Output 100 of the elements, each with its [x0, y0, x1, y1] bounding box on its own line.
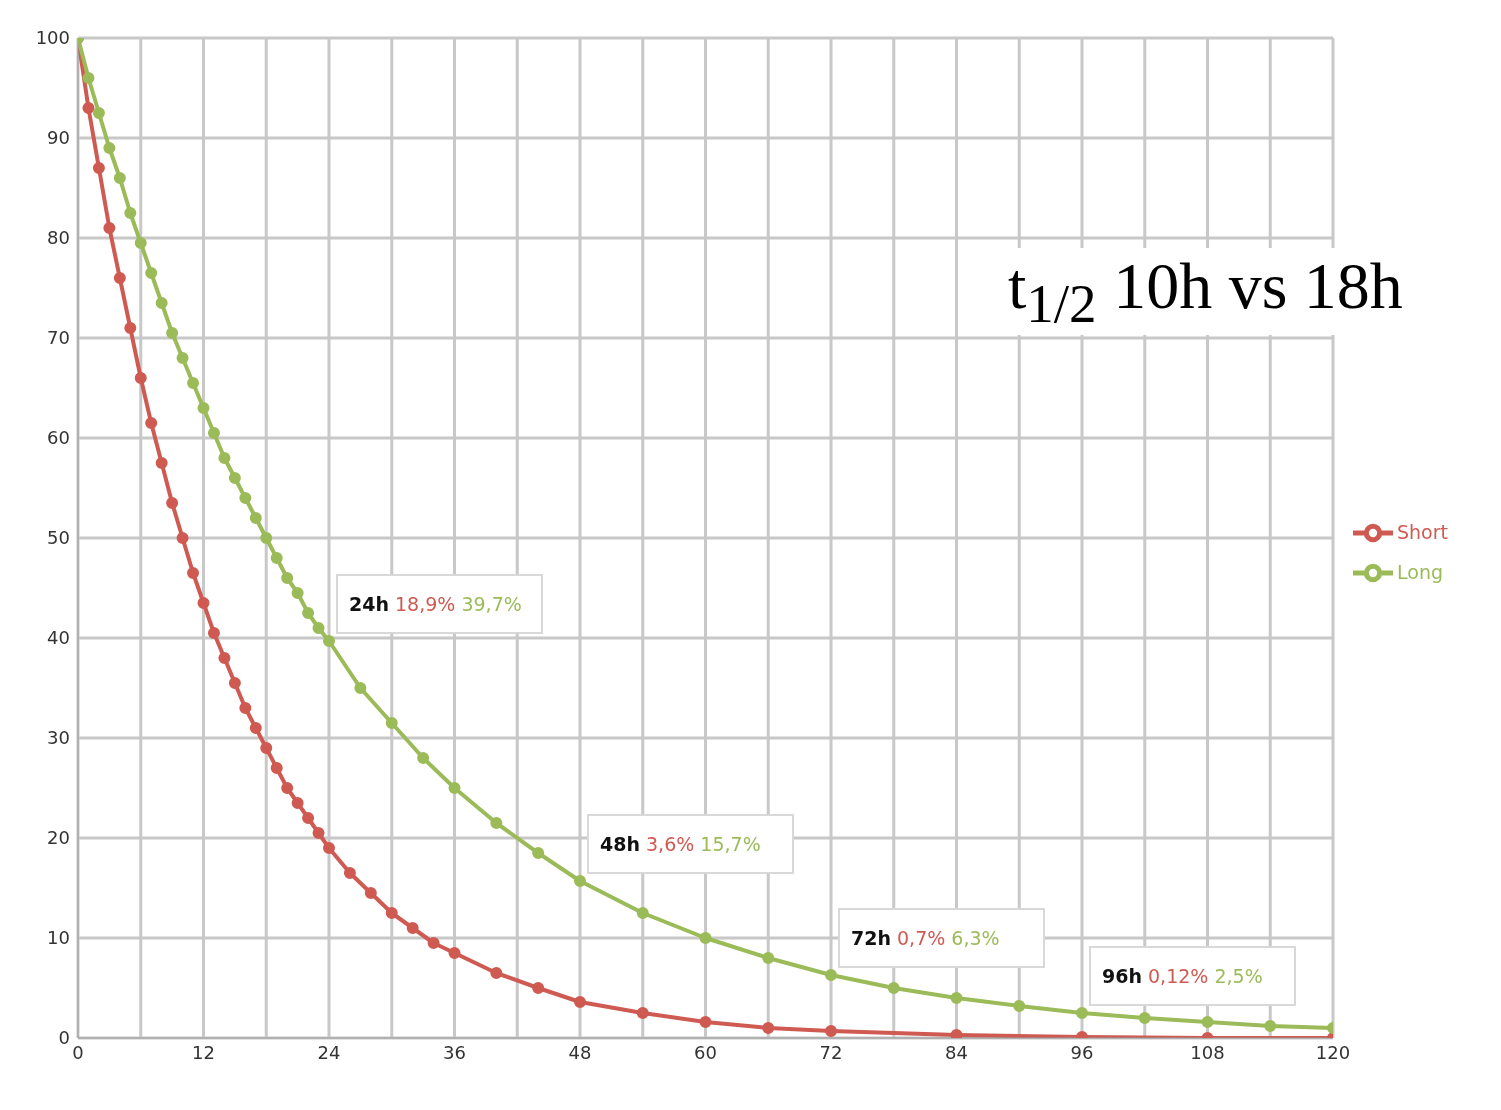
point	[406, 922, 419, 934]
text: t$_{1/2}$ 10h vs 18h	[1008, 248, 1403, 336]
point	[699, 1016, 712, 1028]
point	[887, 982, 900, 994]
y-tick-label: 90	[47, 127, 70, 149]
point	[762, 1022, 775, 1034]
point	[207, 427, 220, 439]
point	[155, 297, 168, 309]
point	[636, 1007, 649, 1019]
annotation: 72h 0,7% 6,3%	[851, 927, 1000, 949]
point	[155, 457, 168, 469]
point	[574, 875, 586, 887]
y-tick-label: 60	[47, 427, 70, 449]
point	[249, 722, 262, 734]
point	[1201, 1016, 1214, 1028]
point	[166, 497, 179, 509]
point	[92, 107, 105, 119]
point	[260, 742, 273, 754]
point	[249, 512, 262, 524]
point	[197, 402, 210, 414]
point	[532, 847, 545, 859]
point	[228, 677, 241, 689]
point	[1013, 1000, 1026, 1012]
point	[490, 967, 503, 979]
y-tick-label: 40	[47, 627, 70, 649]
point	[448, 782, 461, 794]
point	[218, 452, 231, 464]
point	[574, 996, 586, 1008]
point	[825, 969, 837, 981]
y-tick-label: 0	[58, 1027, 70, 1049]
x-tick-label: 0	[72, 1041, 84, 1063]
point	[207, 627, 220, 639]
y-tick-label: 50	[47, 527, 70, 549]
y-tick-label: 100	[35, 27, 70, 49]
point	[82, 72, 95, 84]
point	[124, 322, 137, 334]
point	[239, 702, 252, 714]
point	[427, 937, 440, 949]
point	[532, 982, 545, 994]
point	[124, 207, 137, 219]
point	[145, 267, 158, 279]
point	[134, 237, 147, 249]
point	[103, 142, 116, 154]
x-tick-label: 24	[317, 1041, 341, 1063]
point	[92, 162, 105, 174]
point	[281, 782, 294, 794]
y-tick-label: 10	[47, 927, 70, 949]
point	[260, 532, 273, 544]
point	[762, 952, 775, 964]
x-tick-label: 96	[1070, 1041, 1094, 1063]
point	[103, 222, 116, 234]
annotation: 96h 0,12% 2,5%	[1102, 965, 1263, 987]
x-tick-label: 108	[1190, 1041, 1225, 1063]
point	[218, 652, 231, 664]
point	[228, 472, 241, 484]
point	[1138, 1012, 1151, 1024]
point	[134, 372, 147, 384]
point	[343, 867, 356, 879]
x-tick-label: 12	[192, 1041, 215, 1063]
point	[302, 607, 315, 619]
x-tick-label: 120	[1315, 1041, 1351, 1063]
point	[1076, 1007, 1088, 1019]
y-tick-label: 20	[47, 827, 70, 849]
point	[312, 827, 325, 839]
point	[825, 1025, 837, 1037]
point	[323, 635, 335, 647]
point	[187, 567, 200, 579]
point	[385, 717, 398, 729]
point	[636, 907, 649, 919]
point	[364, 887, 377, 899]
point	[490, 817, 503, 829]
point	[291, 587, 304, 599]
point	[270, 552, 283, 564]
point	[417, 752, 430, 764]
point	[312, 622, 325, 634]
point	[166, 327, 179, 339]
x-tick-label: 72	[819, 1041, 843, 1063]
annotation: 48h 3,6% 15,7%	[600, 833, 761, 855]
point	[291, 797, 304, 809]
annotation: 24h 18,9% 39,7%	[349, 593, 522, 615]
point	[187, 377, 200, 389]
point	[176, 352, 189, 364]
point	[197, 597, 210, 609]
point	[281, 572, 294, 584]
point	[950, 992, 963, 1004]
point	[239, 492, 252, 504]
x-tick-label: 36	[443, 1041, 466, 1063]
x-tick-label: 48	[568, 1041, 592, 1063]
x-tick-label: 60	[694, 1041, 717, 1063]
point	[82, 102, 95, 114]
y-tick-label: 80	[47, 227, 70, 249]
point	[176, 532, 189, 544]
point	[270, 762, 283, 774]
point	[1264, 1020, 1277, 1032]
y-tick-label: 30	[47, 727, 70, 749]
x-tick-label: 84	[945, 1041, 968, 1063]
point	[113, 172, 126, 184]
point	[323, 842, 335, 854]
legend-label: Long	[1397, 560, 1443, 583]
y-tick-label: 70	[47, 327, 70, 349]
